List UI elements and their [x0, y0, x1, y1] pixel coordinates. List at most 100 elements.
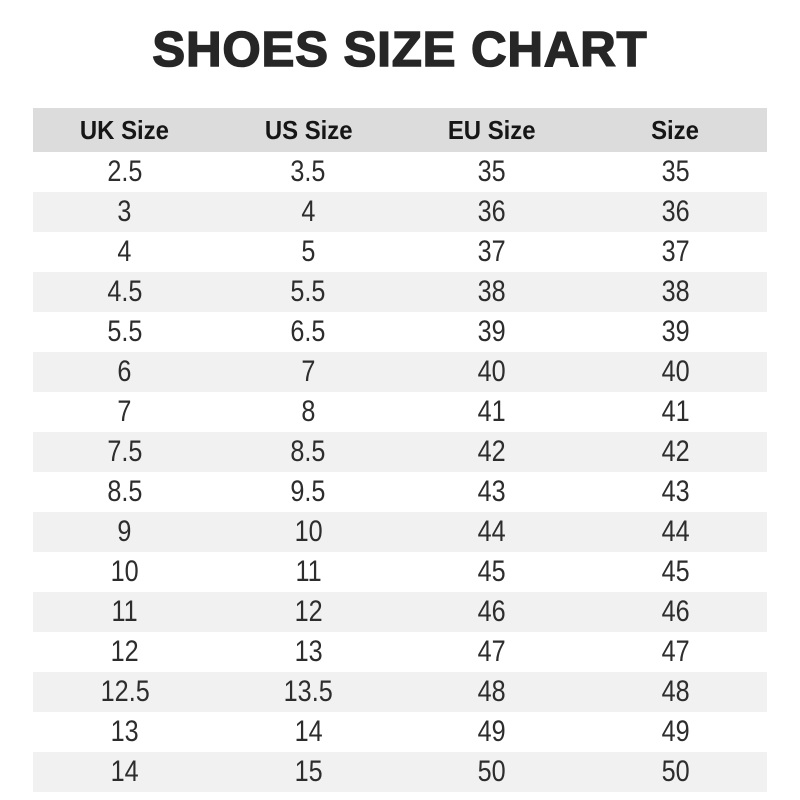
cell-value: 15	[294, 755, 323, 788]
table-cell: 12.5	[33, 675, 217, 709]
table-cell: 8	[217, 395, 401, 429]
cell-value: 3.5	[290, 155, 326, 188]
table-cell: 6	[33, 355, 217, 389]
cell-value: 8.5	[107, 475, 143, 508]
table-cell: 13.5	[217, 675, 401, 709]
table-row: 12.5 13.5 48 48	[33, 672, 767, 712]
table-row: 4 5 37 37	[33, 232, 767, 272]
table-cell: 3.5	[217, 155, 401, 189]
cell-value: 50	[661, 755, 690, 788]
cell-value: 12	[294, 595, 323, 628]
cell-value: 41	[477, 395, 506, 428]
table-cell: 49	[400, 715, 584, 749]
table-cell: 47	[584, 635, 768, 669]
table-row: 3 4 36 36	[33, 192, 767, 232]
cell-value: 38	[661, 275, 690, 308]
table-cell: 44	[400, 515, 584, 549]
cell-value: 49	[477, 715, 506, 748]
table-cell: 45	[400, 555, 584, 589]
table-cell: 5.5	[33, 315, 217, 349]
table-row: 4.5 5.5 38 38	[33, 272, 767, 312]
cell-value: 4.5	[107, 275, 143, 308]
cell-value: 48	[477, 675, 506, 708]
table-row: 12 13 47 47	[33, 632, 767, 672]
table-header-row: UK Size US Size EU Size Size	[33, 108, 767, 152]
table-cell: 35	[584, 155, 768, 189]
cell-value: 9	[117, 515, 132, 548]
table-cell: 10	[217, 515, 401, 549]
cell-value: 41	[661, 395, 690, 428]
cell-value: 8.5	[290, 435, 326, 468]
table-cell: 5.5	[217, 275, 401, 309]
table-cell: 10	[33, 555, 217, 589]
table-cell: 15	[217, 755, 401, 789]
table-row: 10 11 45 45	[33, 552, 767, 592]
cell-value: 5.5	[107, 315, 143, 348]
table-row: 2.5 3.5 35 35	[33, 152, 767, 192]
cell-value: 48	[661, 675, 690, 708]
cell-value: 13	[110, 715, 139, 748]
column-header-label: Size	[651, 114, 700, 145]
table-row: 13 14 49 49	[33, 712, 767, 752]
table-cell: 42	[584, 435, 768, 469]
table-cell: 39	[584, 315, 768, 349]
table-row: 9 10 44 44	[33, 512, 767, 552]
table-cell: 11	[33, 595, 217, 629]
cell-value: 49	[661, 715, 690, 748]
cell-value: 35	[477, 155, 506, 188]
cell-value: 36	[477, 195, 506, 228]
table-cell: 46	[584, 595, 768, 629]
table-cell: 4.5	[33, 275, 217, 309]
table-cell: 43	[400, 475, 584, 509]
cell-value: 12.5	[100, 675, 150, 708]
cell-value: 5	[301, 235, 316, 268]
cell-value: 42	[477, 435, 506, 468]
cell-value: 8	[301, 395, 316, 428]
column-header: Size	[584, 115, 768, 146]
table-cell: 13	[217, 635, 401, 669]
table-cell: 8.5	[217, 435, 401, 469]
table-cell: 6.5	[217, 315, 401, 349]
cell-value: 42	[661, 435, 690, 468]
cell-value: 43	[477, 475, 506, 508]
cell-value: 47	[477, 635, 506, 668]
table-cell: 50	[400, 755, 584, 789]
table-cell: 8.5	[33, 475, 217, 509]
table-cell: 4	[33, 235, 217, 269]
cell-value: 46	[661, 595, 690, 628]
table-cell: 40	[584, 355, 768, 389]
page-title: SHOES SIZE CHART	[152, 22, 648, 78]
table-cell: 3	[33, 195, 217, 229]
table-cell: 7	[33, 395, 217, 429]
table-cell: 12	[33, 635, 217, 669]
table-cell: 41	[584, 395, 768, 429]
cell-value: 37	[477, 235, 506, 268]
cell-value: 4	[301, 195, 316, 228]
table-cell: 2.5	[33, 155, 217, 189]
table-cell: 9.5	[217, 475, 401, 509]
table-row: 7 8 41 41	[33, 392, 767, 432]
cell-value: 46	[477, 595, 506, 628]
table-cell: 45	[584, 555, 768, 589]
column-header-label: US Size	[264, 114, 353, 145]
cell-value: 6.5	[290, 315, 326, 348]
column-header: UK Size	[33, 115, 217, 146]
column-header-label: UK Size	[80, 114, 170, 145]
table-cell: 9	[33, 515, 217, 549]
table-cell: 44	[584, 515, 768, 549]
table-cell: 13	[33, 715, 217, 749]
table-cell: 36	[584, 195, 768, 229]
cell-value: 44	[477, 515, 506, 548]
table-cell: 42	[400, 435, 584, 469]
table-cell: 46	[400, 595, 584, 629]
cell-value: 7	[301, 355, 316, 388]
size-table: UK Size US Size EU Size Size 2.5 3.5 35 35 3 4 36…	[33, 108, 767, 792]
cell-value: 45	[661, 555, 690, 588]
cell-value: 39	[477, 315, 506, 348]
table-cell: 37	[584, 235, 768, 269]
cell-value: 45	[477, 555, 506, 588]
table-row: 8.5 9.5 43 43	[33, 472, 767, 512]
cell-value: 43	[661, 475, 690, 508]
cell-value: 40	[661, 355, 690, 388]
